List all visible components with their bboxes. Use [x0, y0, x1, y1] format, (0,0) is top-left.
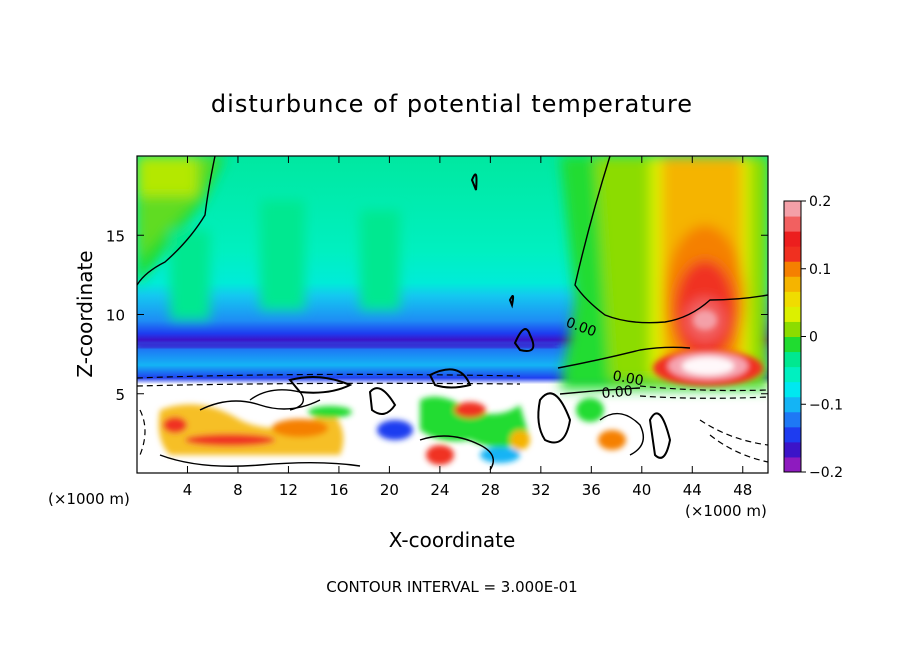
x-axis-label: X-coordinate	[389, 528, 516, 552]
x-tick-label: 36	[582, 481, 601, 499]
contour-interval-note: CONTOUR INTERVAL = 3.000E-01	[326, 578, 577, 596]
x-unit-left: (×1000 m)	[48, 490, 130, 508]
x-unit-right: (×1000 m)	[685, 502, 767, 520]
x-tick-label: 28	[481, 481, 500, 499]
x-tick-label: 12	[279, 481, 298, 499]
x-tick-label: 40	[632, 481, 651, 499]
colorbar-swatch	[784, 321, 801, 337]
colorbar-tick-label: 0	[809, 330, 818, 346]
colorbar-swatch	[784, 276, 801, 292]
y-axis-label: Z-coordinate	[73, 250, 97, 377]
x-tick-label: 24	[430, 481, 449, 499]
x-axis: 4 8 12 16 20 24 28 32 36 40 44 48	[183, 156, 752, 499]
contour-label: 0.00	[601, 383, 633, 402]
x-tick-label: 8	[233, 481, 243, 499]
colorbar-swatch	[784, 456, 801, 473]
colorbar-swatch	[784, 336, 801, 353]
dashed-contours	[137, 373, 768, 463]
x-tick-label: 16	[329, 481, 348, 499]
colorbar-swatch	[784, 291, 801, 307]
colorbar-swatch	[784, 246, 801, 262]
y-tick-label: 5	[115, 386, 125, 404]
y-tick-label: 10	[106, 307, 125, 325]
y-axis: 5 10 15	[106, 227, 768, 404]
colorbar-swatch	[784, 261, 801, 277]
colorbar-swatch	[784, 396, 801, 413]
y-tick-label: 15	[106, 227, 125, 245]
colorbar-swatch	[784, 381, 801, 398]
cold-band	[137, 344, 557, 348]
x-tick-label: 4	[183, 481, 193, 499]
colorbar-swatch	[784, 306, 801, 322]
colorbar-tick-label: 0.1	[809, 262, 831, 278]
chart-title: disturbunce of potential temperature	[211, 90, 693, 118]
x-tick-label: 48	[733, 481, 752, 499]
contour-lines	[137, 156, 768, 471]
upper-left-green-region	[137, 156, 400, 320]
x-tick-label: 20	[380, 481, 399, 499]
colorbar-swatch	[784, 411, 801, 428]
x-tick-label: 44	[683, 481, 702, 499]
colorbar-swatch	[784, 366, 801, 383]
contour-label: 0.00	[611, 368, 644, 389]
plot-area: 0.00 0.00 0.00	[137, 156, 768, 473]
x-tick-label: 32	[531, 481, 550, 499]
colorbar-tick-label: −0.1	[809, 397, 843, 413]
colorbar: 0.2 0.1 0 −0.1 −0.2	[783, 194, 843, 481]
colorbar-tick-label: 0.2	[809, 194, 831, 210]
colorbar-swatch	[784, 231, 801, 247]
colorbar-tick-label: −0.2	[809, 465, 843, 481]
lower-turbulent-region	[158, 396, 626, 465]
colorbar-swatch	[784, 441, 801, 458]
colorbar-swatch	[784, 201, 801, 217]
colorbar-swatch	[784, 426, 801, 443]
colorbar-swatch	[784, 351, 801, 368]
colorbar-swatch	[784, 216, 801, 232]
